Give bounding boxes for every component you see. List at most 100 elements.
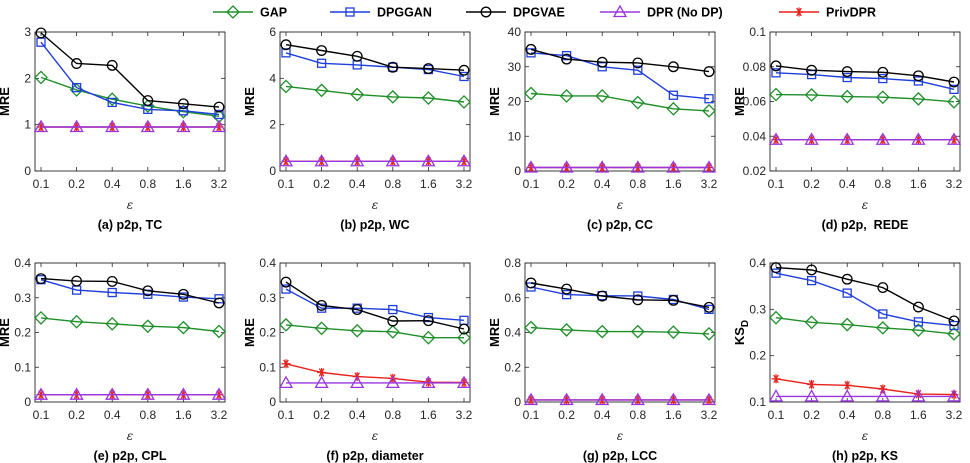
data-point-gap — [524, 86, 538, 101]
data-point-dpgvae — [806, 264, 818, 276]
y-tick-label: 0.1 — [749, 25, 766, 39]
data-point-dpggan — [178, 106, 189, 116]
y-tick-label: 0.1 — [749, 395, 766, 409]
data-point-gap — [702, 103, 716, 118]
chart-caption: (d) p2p, REDE — [822, 218, 909, 232]
data-point-dpr-no-dp — [350, 375, 365, 389]
data-point-gap — [702, 326, 716, 341]
series-line-gap — [775, 317, 955, 335]
x-tick-label: 0.2 — [68, 408, 85, 422]
legend-label-dpggan: DPGGAN — [377, 6, 432, 20]
data-point-gap — [559, 89, 574, 103]
data-point-dpgvae — [71, 275, 83, 287]
y-tick-label: 3 — [24, 25, 31, 39]
y-tick-label: 0.2 — [504, 360, 521, 374]
y-tick-label: 0.02 — [743, 164, 767, 178]
data-point-dpgvae — [387, 315, 399, 327]
x-axis-label: ε — [862, 429, 868, 443]
x-tick-label: 0.8 — [874, 408, 891, 422]
data-point-dpr-no-dp — [385, 375, 400, 389]
y-tick-label: 2 — [269, 118, 276, 132]
series-dpgvae — [525, 43, 715, 78]
series-line-dpgvae — [775, 266, 955, 322]
data-point-dpr-no-dp — [314, 153, 329, 167]
y-axis-label: MRE — [0, 318, 12, 347]
x-tick-label: 0.2 — [803, 408, 820, 422]
x-tick-label: 3.2 — [211, 177, 228, 191]
data-point-dpgvae — [351, 304, 363, 316]
data-point-privdpr — [771, 374, 781, 384]
data-point-dpr-no-dp — [314, 375, 329, 389]
data-point-dpr-no-dp — [804, 132, 819, 145]
series-dpgvae — [770, 60, 960, 88]
data-point-dpgvae — [106, 59, 118, 71]
series-line-dpggan — [40, 41, 220, 116]
x-tick-label: 1.6 — [910, 408, 927, 422]
series-line-dpgvae — [530, 282, 710, 308]
y-tick-label: 0.3 — [259, 291, 276, 305]
y-tick-label: 0.6 — [504, 291, 521, 305]
data-point-gap — [69, 314, 84, 329]
legend-marker-dpr-no-dp — [612, 4, 628, 18]
data-point-dpgvae — [841, 66, 853, 78]
series-dpr-no-dp — [523, 392, 717, 406]
data-point-dpgvae — [316, 45, 328, 56]
data-point-gap — [457, 330, 471, 345]
x-axis-label: ε — [127, 429, 133, 443]
x-tick-label: 0.2 — [313, 408, 330, 422]
y-tick-label: 0.4 — [504, 326, 521, 340]
data-point-dpgvae — [770, 60, 782, 72]
x-tick-label: 1.6 — [175, 177, 192, 191]
series-dpggan — [281, 284, 469, 325]
x-tick-label: 0.1 — [278, 177, 295, 191]
x-tick-label: 0.2 — [803, 177, 820, 191]
data-point-dpgvae — [458, 64, 470, 76]
plot-area — [279, 262, 471, 403]
data-point-gap — [34, 310, 48, 325]
x-tick-label: 1.6 — [665, 177, 682, 191]
data-point-gap — [457, 95, 471, 109]
data-point-gap — [875, 320, 890, 335]
x-tick-label: 3.2 — [701, 408, 718, 422]
legend-marker-dpgvae — [480, 6, 492, 18]
data-point-dpr-no-dp — [946, 389, 962, 402]
data-point-gap — [421, 91, 436, 105]
data-point-dpggan — [214, 109, 224, 120]
x-tick-label: 1.6 — [910, 177, 927, 191]
legend-marker-dpggan — [345, 7, 355, 17]
data-point-dpr-no-dp — [211, 387, 227, 400]
x-tick-label: 0.8 — [629, 177, 646, 191]
x-tick-label: 0.2 — [558, 177, 575, 191]
x-tick-label: 0.2 — [313, 177, 330, 191]
data-point-dpgvae — [561, 53, 573, 65]
y-tick-label: 1 — [24, 118, 31, 132]
data-point-gap — [279, 317, 293, 332]
x-tick-label: 3.2 — [701, 177, 718, 191]
series-line-gap — [285, 85, 465, 103]
series-gap — [34, 310, 226, 339]
data-point-gap — [666, 101, 681, 116]
data-point-dpgvae — [387, 61, 399, 73]
data-point-dpggan — [704, 94, 714, 104]
legend: GAP DPGGAN DPGVAE DPR (No DP) PrivDPR — [213, 4, 876, 20]
legend-marker-privdpr — [794, 7, 804, 17]
x-tick-label: 0.8 — [139, 177, 156, 191]
chart-caption: (a) p2p, TC — [98, 218, 163, 232]
x-axis-label: ε — [862, 198, 868, 212]
data-point-dpgvae — [806, 64, 818, 76]
x-tick-label: 1.6 — [175, 408, 192, 422]
legend-item-dpggan: DPGGAN — [330, 6, 432, 20]
legend-label-dpr-no-dp: DPR (No DP) — [647, 6, 723, 20]
data-point-gap — [804, 87, 819, 102]
data-point-dpr-no-dp — [840, 389, 855, 402]
x-tick-label: 0.4 — [594, 177, 611, 191]
x-tick-label: 0.4 — [594, 408, 611, 422]
data-point-dpr-no-dp — [804, 389, 819, 402]
series-line-privdpr — [775, 378, 955, 396]
x-tick-label: 0.4 — [104, 408, 121, 422]
data-point-dpgvae — [213, 101, 225, 113]
x-tick-label: 3.2 — [456, 177, 473, 191]
series-line-dpgvae — [285, 281, 465, 330]
legend-marker-gap — [226, 5, 240, 19]
